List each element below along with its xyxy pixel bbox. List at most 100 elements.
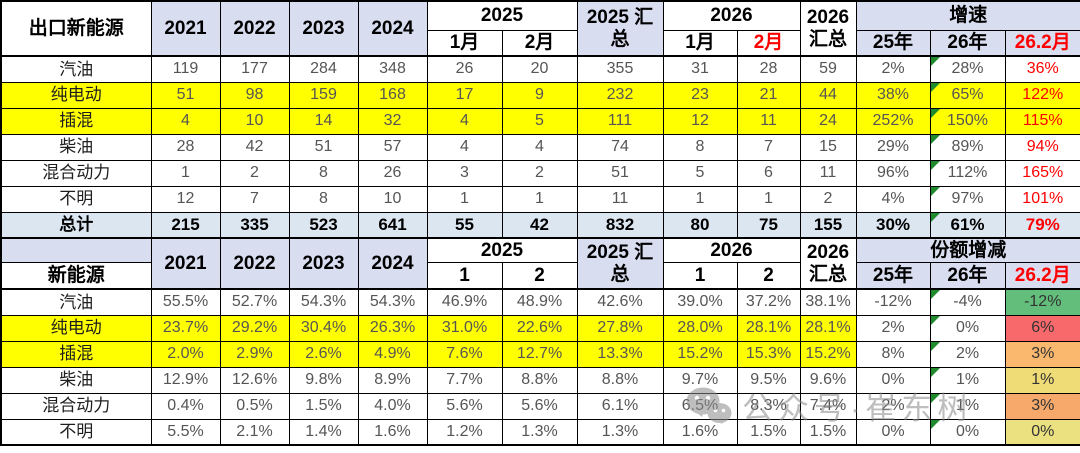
table-cell: 21 (736, 81, 801, 109)
table-cell: 3% (1004, 392, 1080, 420)
table-cell: 9.8% (288, 366, 359, 394)
table-cell: 1.3% (576, 418, 664, 446)
table-cell: 1% (1004, 366, 1080, 394)
row-label: 柴油 (0, 133, 152, 161)
table-cell: 2.0% (150, 340, 221, 368)
table-cell: 26.3% (357, 314, 428, 342)
table-cell: 1% (929, 366, 1006, 394)
table-cell: 832 (576, 211, 664, 239)
table-cell: 24 (799, 107, 857, 135)
table-cell: 159 (288, 81, 359, 109)
table-cell: 12.9% (150, 366, 221, 394)
table-cell: 55 (426, 211, 503, 239)
table-cell: 38.1% (799, 288, 857, 316)
table-cell: 17 (426, 81, 503, 109)
table-cell: 89% (929, 133, 1006, 161)
table-row: 柴油 12.9% 12.6% 9.8% 8.9% 7.7% 8.8% 8.8% 9.7% 9.5%… (0, 366, 1080, 394)
table-cell: 1.5% (736, 418, 801, 446)
group-header-2026: 2026 (662, 237, 801, 263)
table-cell: 641 (357, 211, 428, 239)
table-cell: 6 (736, 159, 801, 187)
table-cell: 0.5% (219, 392, 290, 420)
table-cell: 57 (357, 133, 428, 161)
table-cell: 7 (736, 133, 801, 161)
table-cell: 2% (929, 340, 1006, 368)
table-cell: 37.2% (736, 288, 801, 316)
table-cell: 2% (855, 314, 931, 342)
table-cell: 7.6% (426, 340, 503, 368)
table-row: 插混 4 10 14 32 4 5 111 12 11 24 252% 150% 115% (0, 107, 1080, 135)
share-table-header: 2021 2022 2023 2024 2025 2025 汇总 2026 20… (0, 237, 1080, 290)
table-cell: 74 (576, 133, 664, 161)
table-cell: 12.6% (219, 366, 290, 394)
table-cell: 5 (662, 159, 738, 187)
table-cell: 4% (855, 185, 931, 213)
table-cell: 11 (799, 159, 857, 187)
table-cell: 98 (219, 81, 290, 109)
sum-header-2026: 2026 汇总 (799, 237, 857, 290)
table-cell: 2% (855, 55, 931, 83)
table-row: 不明 12 7 8 10 1 1 11 1 1 2 4% 97% 101% (0, 185, 1080, 213)
year-header-2021: 2021 (150, 237, 221, 290)
row-label: 汽油 (0, 288, 152, 316)
month-header-2026-jan: 1月 (662, 29, 738, 57)
table-cell: 1 (662, 185, 738, 213)
row-label: 不明 (0, 185, 152, 213)
table-cell: 80 (662, 211, 738, 239)
table-cell: -12% (855, 288, 931, 316)
table-cell: 4.0% (357, 392, 428, 420)
table-cell: 30% (855, 211, 931, 239)
table-cell: 9 (501, 81, 578, 109)
table-cell: 8.3% (736, 392, 801, 420)
table-cell: 335 (219, 211, 290, 239)
share-header-26feb: 26.2月 (1004, 261, 1080, 290)
share-change-group-header: 份额增减 (855, 237, 1080, 263)
table-cell: 0.4% (150, 392, 221, 420)
table-cell: 9.7% (662, 366, 738, 394)
table-cell: 9.5% (736, 366, 801, 394)
table-cell: 28.1% (736, 314, 801, 342)
table-cell: 6% (1004, 314, 1080, 342)
table-cell: 0% (929, 314, 1006, 342)
table-cell: 46.9% (426, 288, 503, 316)
table-cell: 54.3% (357, 288, 428, 316)
table-cell: 59 (799, 55, 857, 83)
table-cell: 32 (357, 107, 428, 135)
group-header-2025: 2025 (426, 237, 578, 263)
row-label: 不明 (0, 418, 152, 446)
table-cell: 168 (357, 81, 428, 109)
table-cell: 2 (501, 159, 578, 187)
table-cell: 51 (288, 133, 359, 161)
table-cell: 355 (576, 55, 664, 83)
table-cell: 2 (799, 185, 857, 213)
table-cell: 4.9% (357, 340, 428, 368)
month-header-2025-feb: 2月 (501, 29, 578, 57)
table-cell: 23.7% (150, 314, 221, 342)
table-cell: 42 (219, 133, 290, 161)
table-row: 插混 2.0% 2.9% 2.6% 4.9% 7.6% 12.7% 13.3% 15.2% 15.… (0, 340, 1080, 368)
share-header-25y: 25年 (855, 261, 931, 290)
month-header-2026-2: 2 (736, 261, 801, 290)
table-cell: 54.3% (288, 288, 359, 316)
volume-table-header: 出口新能源 2021 2022 2023 2024 2025 2025 汇总 2… (0, 0, 1080, 57)
year-header-2024: 2024 (357, 237, 428, 290)
table-cell: 1% (929, 392, 1006, 420)
sum-header-2026: 2026 汇总 (799, 0, 857, 57)
table-cell: 61% (929, 211, 1006, 239)
table-cell: 97% (929, 185, 1006, 213)
table-row: 混合动力 0.4% 0.5% 1.5% 4.0% 5.6% 5.6% 6.1% 6.5% 8.3%… (0, 392, 1080, 420)
table-cell: 8 (288, 159, 359, 187)
table-cell: 8.9% (357, 366, 428, 394)
table-cell: 155 (799, 211, 857, 239)
table-cell: 1 (736, 185, 801, 213)
table-cell: 10 (219, 107, 290, 135)
month-header-2025-2: 2 (501, 261, 578, 290)
table-cell: 5.6% (501, 392, 578, 420)
table-cell: 7 (219, 185, 290, 213)
table-cell: 39.0% (662, 288, 738, 316)
table-cell: 7.7% (426, 366, 503, 394)
table-cell: 1.2% (426, 418, 503, 446)
table-cell: 101% (1004, 185, 1080, 213)
table-cell: 2.1% (219, 418, 290, 446)
table-cell: 20 (501, 55, 578, 83)
